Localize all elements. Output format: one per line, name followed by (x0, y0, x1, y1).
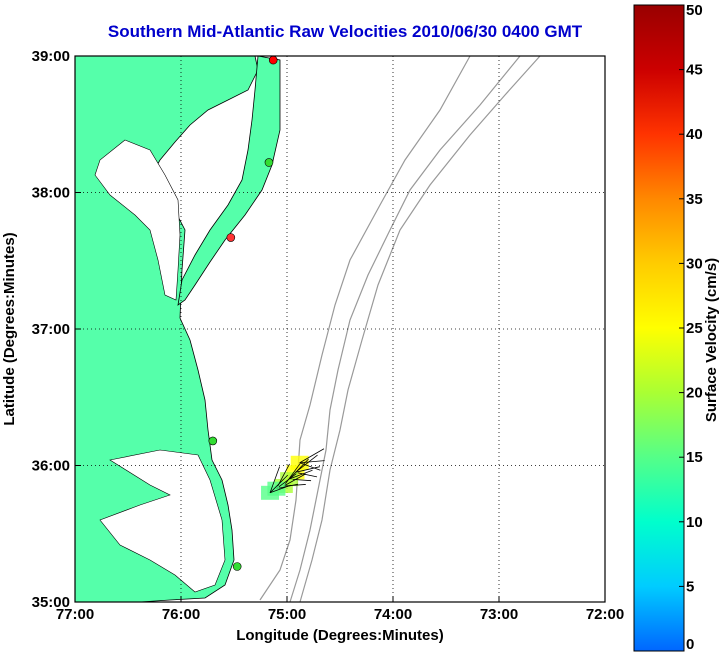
delmarva-land (177, 55, 281, 306)
velocity-arrow (299, 448, 325, 464)
colorbar-tick-label: 40 (686, 126, 703, 143)
velocity-arrow (295, 454, 318, 473)
bathymetry-contours (259, 55, 541, 603)
radar-sites (208, 55, 278, 571)
map-title: Southern Mid-Atlantic Raw Velocities 201… (107, 22, 583, 41)
velocity-arrow (288, 469, 313, 480)
velocity-arrow (295, 471, 318, 478)
colorbar-tick-label: 5 (686, 578, 694, 595)
x-tick-label: 73:00 (480, 606, 518, 623)
colorbar-tick-label: 0 (686, 636, 694, 653)
radar-site-marker (264, 158, 274, 167)
x-axis-title: Longitude (Degrees:Minutes) (236, 627, 444, 644)
velocity-vectors (261, 448, 325, 500)
colorbar-tick-label: 45 (686, 62, 703, 79)
velocity-arrow (299, 460, 325, 464)
x-tick-label: 72:00 (586, 606, 624, 623)
colorbar-tick-label: 30 (686, 255, 703, 272)
radar-site-marker (232, 562, 242, 571)
colorbar-tick-label: 20 (686, 385, 703, 402)
map-frame (74, 55, 606, 603)
y-tick-labels: 39:00 38:00 37:00 36:00 35:00 (32, 48, 70, 611)
land-layer (74, 55, 281, 603)
colorbar-label: Surface Velocity (cm/s) (703, 258, 720, 422)
velocity-arrow (269, 474, 289, 494)
velocity-arrow (288, 458, 309, 480)
chesapeake-bay (94, 139, 181, 301)
radar-site-marker (226, 233, 236, 242)
x-tick-label: 76:00 (162, 606, 200, 623)
colorbar-tick-label: 50 (686, 2, 703, 19)
contour-deep (299, 55, 541, 603)
velocity-arrow (276, 473, 297, 490)
velocity-arrow (295, 466, 320, 473)
velocity-arrow (283, 473, 306, 487)
y-tick-label: 38:00 (32, 185, 70, 202)
colorbar-tick-label: 25 (686, 320, 703, 337)
y-tick-label: 39:00 (32, 48, 70, 65)
x-tick-label: 77:00 (56, 606, 94, 623)
velocity-arrow (283, 484, 306, 487)
colorbar-tick-label: 15 (686, 449, 703, 466)
y-tick-label: 36:00 (32, 458, 70, 475)
contour-shelf (259, 55, 471, 601)
velocity-arrow (269, 484, 291, 494)
radar-site-marker (208, 436, 218, 446)
velocity-arrow (299, 462, 321, 471)
y-tick-label: 37:00 (32, 321, 70, 338)
colorbar-tick-label: 10 (686, 514, 703, 531)
x-tick-label: 75:00 (268, 606, 306, 623)
contour-shelf-outer (289, 55, 521, 603)
velocity-arrow (283, 463, 301, 487)
x-tick-label: 74:00 (374, 606, 412, 623)
y-axis-title: Latitude (Degrees:Minutes) (1, 232, 18, 425)
pamlico-sound (99, 449, 226, 593)
colorbar (633, 4, 685, 652)
colorbar-tick-label: 35 (686, 191, 703, 208)
radar-site-marker (268, 55, 278, 65)
velocity-arrow (269, 466, 280, 493)
y-tick-label: 35:00 (32, 594, 70, 611)
x-tick-labels: 77:00 76:00 75:00 74:00 73:00 72:00 (56, 606, 624, 623)
